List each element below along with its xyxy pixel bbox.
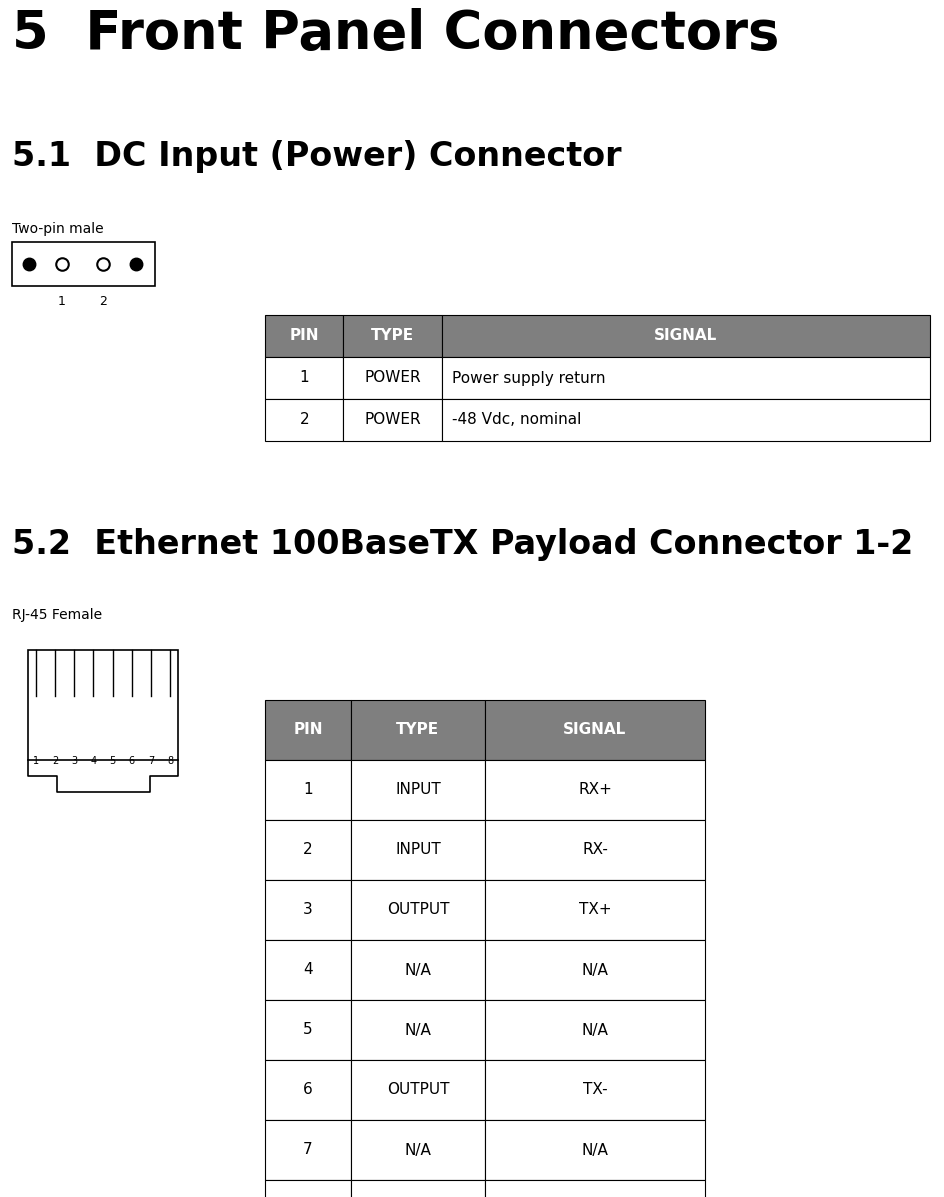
Text: 5: 5 bbox=[110, 757, 116, 766]
Text: RX-: RX- bbox=[582, 843, 608, 857]
Bar bbox=[344, 315, 442, 357]
Text: POWER: POWER bbox=[364, 413, 421, 427]
Bar bbox=[485, 1061, 705, 1120]
Text: RX+: RX+ bbox=[578, 783, 612, 797]
Text: 5.1  DC Input (Power) Connector: 5.1 DC Input (Power) Connector bbox=[12, 140, 621, 174]
Text: 1: 1 bbox=[303, 783, 312, 797]
Text: POWER: POWER bbox=[364, 371, 421, 385]
Bar bbox=[12, 242, 155, 286]
Bar bbox=[485, 880, 705, 940]
Text: OUTPUT: OUTPUT bbox=[387, 1082, 449, 1098]
Text: N/A: N/A bbox=[404, 1022, 431, 1038]
Text: 7: 7 bbox=[147, 757, 154, 766]
Bar bbox=[485, 1120, 705, 1180]
Bar bbox=[485, 760, 705, 820]
Text: N/A: N/A bbox=[404, 1142, 431, 1157]
Bar bbox=[265, 1120, 351, 1180]
Text: 4: 4 bbox=[303, 962, 312, 978]
Bar bbox=[485, 940, 705, 999]
Bar bbox=[28, 650, 178, 760]
Text: 3: 3 bbox=[71, 757, 77, 766]
Text: SIGNAL: SIGNAL bbox=[654, 328, 717, 344]
Bar bbox=[265, 1061, 351, 1120]
Text: 2: 2 bbox=[299, 413, 309, 427]
Bar bbox=[351, 1180, 485, 1197]
Text: TYPE: TYPE bbox=[371, 328, 414, 344]
Text: N/A: N/A bbox=[582, 1022, 609, 1038]
Bar bbox=[485, 1180, 705, 1197]
Text: -48 Vdc, nominal: -48 Vdc, nominal bbox=[452, 413, 582, 427]
Text: 5: 5 bbox=[303, 1022, 312, 1038]
Bar bbox=[351, 940, 485, 999]
Bar bbox=[265, 760, 351, 820]
Text: RJ-45 Female: RJ-45 Female bbox=[12, 608, 102, 622]
Text: TYPE: TYPE bbox=[396, 723, 440, 737]
Bar bbox=[265, 1180, 351, 1197]
Bar bbox=[265, 880, 351, 940]
Bar bbox=[344, 399, 442, 440]
Bar bbox=[351, 999, 485, 1061]
Text: Two-pin male: Two-pin male bbox=[12, 221, 104, 236]
Bar bbox=[351, 820, 485, 880]
Bar bbox=[351, 1061, 485, 1120]
Text: 1: 1 bbox=[33, 757, 39, 766]
Bar bbox=[351, 1120, 485, 1180]
Text: Power supply return: Power supply return bbox=[452, 371, 605, 385]
Bar bbox=[265, 820, 351, 880]
Text: N/A: N/A bbox=[582, 1142, 609, 1157]
Text: 7: 7 bbox=[303, 1142, 312, 1157]
Text: 8: 8 bbox=[167, 757, 173, 766]
Text: INPUT: INPUT bbox=[395, 783, 441, 797]
Bar bbox=[351, 760, 485, 820]
Bar bbox=[265, 940, 351, 999]
Text: 6: 6 bbox=[303, 1082, 312, 1098]
Text: 2: 2 bbox=[52, 757, 59, 766]
Text: INPUT: INPUT bbox=[395, 843, 441, 857]
Bar bbox=[442, 399, 930, 440]
Text: OUTPUT: OUTPUT bbox=[387, 903, 449, 917]
Text: SIGNAL: SIGNAL bbox=[564, 723, 627, 737]
Bar bbox=[351, 700, 485, 760]
Text: N/A: N/A bbox=[404, 962, 431, 978]
Bar bbox=[485, 999, 705, 1061]
Bar bbox=[265, 315, 344, 357]
Bar bbox=[344, 357, 442, 399]
Text: 6: 6 bbox=[128, 757, 135, 766]
Text: 5.2  Ethernet 100BaseTX Payload Connector 1-2: 5.2 Ethernet 100BaseTX Payload Connector… bbox=[12, 528, 913, 561]
Text: N/A: N/A bbox=[582, 962, 609, 978]
Text: PIN: PIN bbox=[290, 328, 319, 344]
Text: 2: 2 bbox=[303, 843, 312, 857]
Text: TX-: TX- bbox=[582, 1082, 607, 1098]
Text: 4: 4 bbox=[91, 757, 96, 766]
Bar bbox=[442, 357, 930, 399]
Text: 1: 1 bbox=[59, 294, 66, 308]
Bar bbox=[442, 315, 930, 357]
Text: 2: 2 bbox=[99, 294, 107, 308]
Text: 3: 3 bbox=[303, 903, 312, 917]
Text: 5  Front Panel Connectors: 5 Front Panel Connectors bbox=[12, 8, 780, 60]
Bar bbox=[351, 880, 485, 940]
Text: 1: 1 bbox=[299, 371, 309, 385]
Text: PIN: PIN bbox=[294, 723, 323, 737]
Bar bbox=[485, 820, 705, 880]
Bar bbox=[265, 357, 344, 399]
Bar bbox=[265, 700, 351, 760]
Bar bbox=[485, 700, 705, 760]
Text: TX+: TX+ bbox=[579, 903, 612, 917]
Bar bbox=[265, 999, 351, 1061]
Bar bbox=[265, 399, 344, 440]
